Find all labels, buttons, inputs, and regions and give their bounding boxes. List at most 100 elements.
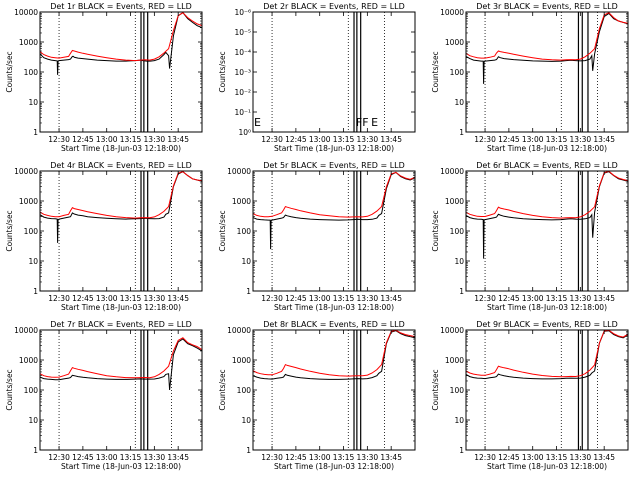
y-tick-label: 10⁰ <box>238 128 251 137</box>
x-tick-label: 12:45 <box>498 294 520 303</box>
series-line-lld <box>466 12 628 61</box>
series-line-lld <box>40 337 202 379</box>
x-tick-label: 13:00 <box>522 453 544 462</box>
y-tick-label: 10 <box>454 416 464 425</box>
series-line-lld <box>253 330 415 377</box>
y-axis-label: Counts/sec <box>431 51 440 92</box>
series-line-events <box>40 12 202 75</box>
x-tick-label: 13:45 <box>593 135 615 144</box>
x-tick-label: 12:45 <box>285 294 307 303</box>
x-tick-label: 12:45 <box>498 135 520 144</box>
x-tick-label: 13:00 <box>309 135 331 144</box>
panel-title: Det 9r BLACK = Events, RED = LLD <box>476 320 618 329</box>
panel-title: Det 7r BLACK = Events, RED = LLD <box>50 320 192 329</box>
series-line-events <box>40 338 202 391</box>
y-tick-label: 10000 <box>14 8 38 17</box>
panel-title: Det 8r BLACK = Events, RED = LLD <box>263 320 405 329</box>
y-tick-label: 1000 <box>445 38 464 47</box>
flag-marker: E <box>254 116 261 129</box>
y-tick-label: 1 <box>33 446 38 455</box>
y-tick-label: 10 <box>28 98 38 107</box>
y-tick-label: 10⁻⁵ <box>234 28 251 37</box>
x-tick-label: 13:15 <box>333 294 355 303</box>
x-axis-label: Start Time (18-Jun-03 12:18:00) <box>61 303 181 312</box>
x-tick-label: 13:45 <box>167 453 189 462</box>
y-tick-label: 10⁻² <box>234 88 251 97</box>
x-tick-label: 13:45 <box>167 294 189 303</box>
y-tick-label: 1000 <box>232 356 251 365</box>
series-group <box>466 12 628 84</box>
x-tick-label: 12:30 <box>261 135 283 144</box>
x-tick-label: 13:00 <box>96 135 118 144</box>
x-axis-label: Start Time (18-Jun-03 12:18:00) <box>274 462 394 471</box>
y-tick-label: 10000 <box>440 167 464 176</box>
x-tick-label: 12:30 <box>474 453 496 462</box>
y-tick-label: 10000 <box>14 326 38 335</box>
x-axis-label: Start Time (18-Jun-03 12:18:00) <box>487 303 607 312</box>
y-tick-label: 10 <box>28 416 38 425</box>
x-tick-label: 13:30 <box>570 294 592 303</box>
x-tick-label: 12:30 <box>261 453 283 462</box>
y-tick-label: 1 <box>246 287 251 296</box>
x-axis-label: Start Time (18-Jun-03 12:18:00) <box>61 144 181 153</box>
y-tick-label: 100 <box>237 386 252 395</box>
y-tick-label: 1000 <box>19 197 38 206</box>
y-axis-label: Counts/sec <box>218 210 227 251</box>
y-tick-label: 1 <box>459 287 464 296</box>
y-tick-label: 10 <box>241 416 251 425</box>
panel-title: Det 5r BLACK = Events, RED = LLD <box>263 161 405 170</box>
series-line-lld <box>466 171 628 219</box>
flag-bars <box>577 12 589 132</box>
x-tick-label: 13:00 <box>522 294 544 303</box>
detector-panel-4: Det 4r BLACK = Events, RED = LLD 12:30 12:… <box>5 161 203 312</box>
series-line-events <box>40 171 202 243</box>
series-group <box>466 171 628 259</box>
flag-bars <box>353 171 362 291</box>
detector-panel-8: Det 8r BLACK = Events, RED = LLD 12:30 12:… <box>218 320 416 471</box>
x-tick-label: 13:15 <box>546 135 568 144</box>
y-axis-label: Counts/sec <box>431 210 440 251</box>
x-tick-label: 13:15 <box>120 294 142 303</box>
y-tick-label: 10000 <box>227 167 251 176</box>
x-tick-label: 13:15 <box>546 294 568 303</box>
x-tick-label: 12:45 <box>285 135 307 144</box>
series-line-events <box>466 12 628 84</box>
series-line-lld <box>40 12 202 62</box>
x-tick-label: 12:30 <box>48 135 70 144</box>
detector-panel-6: Det 6r BLACK = Events, RED = LLD 12:30 12:… <box>431 161 629 312</box>
x-tick-label: 13:15 <box>333 135 355 144</box>
x-axis-label: Start Time (18-Jun-03 12:18:00) <box>61 462 181 471</box>
x-tick-label: 13:00 <box>309 453 331 462</box>
plot-frame <box>252 170 416 292</box>
x-axis-label: Start Time (18-Jun-03 12:18:00) <box>274 303 394 312</box>
x-tick-label: 12:45 <box>285 453 307 462</box>
x-tick-label: 12:45 <box>72 453 94 462</box>
x-tick-label: 12:45 <box>498 453 520 462</box>
y-tick-label: 10 <box>28 257 38 266</box>
panel-title: Det 4r BLACK = Events, RED = LLD <box>50 161 192 170</box>
panel-title: Det 2r BLACK = Events, RED = LLD <box>263 2 405 11</box>
y-tick-label: 1000 <box>445 197 464 206</box>
plot-frame <box>39 11 203 133</box>
plot-frame <box>465 170 629 292</box>
flag-marker: FF <box>356 116 369 129</box>
y-tick-label: 100 <box>450 227 465 236</box>
x-axis-label: Start Time (18-Jun-03 12:18:00) <box>487 144 607 153</box>
x-tick-label: 13:45 <box>593 294 615 303</box>
x-tick-label: 13:45 <box>380 135 402 144</box>
series-group <box>253 330 415 380</box>
y-tick-label: 10⁻⁶ <box>234 8 251 17</box>
y-tick-label: 100 <box>450 386 465 395</box>
series-group <box>40 337 202 391</box>
x-tick-label: 13:15 <box>120 135 142 144</box>
y-tick-label: 1 <box>33 287 38 296</box>
y-axis-label: Counts/sec <box>431 369 440 410</box>
y-axis-label: Counts/sec <box>218 51 227 92</box>
y-tick-label: 1000 <box>19 356 38 365</box>
y-tick-label: 1000 <box>445 356 464 365</box>
x-tick-label: 13:30 <box>357 453 379 462</box>
y-tick-label: 100 <box>24 386 39 395</box>
y-tick-label: 10⁻⁴ <box>234 48 251 57</box>
x-tick-label: 12:30 <box>261 294 283 303</box>
y-tick-label: 100 <box>450 68 465 77</box>
